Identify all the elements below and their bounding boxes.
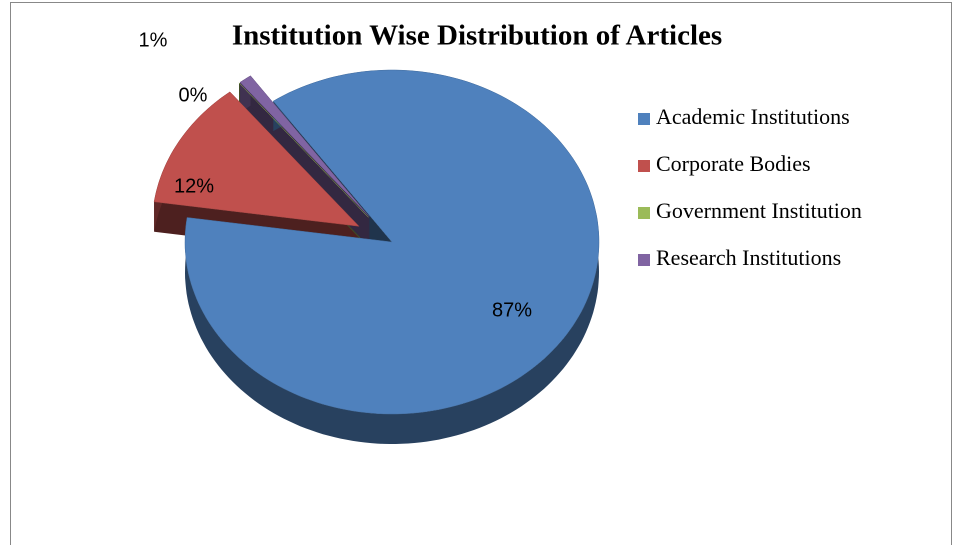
- legend-label: Research Institutions: [656, 245, 841, 270]
- slice: [239, 75, 370, 217]
- slice: [238, 82, 369, 218]
- legend-label: Academic Institutions: [656, 104, 850, 129]
- slice: [184, 69, 600, 415]
- data-label: 1%: [139, 29, 168, 51]
- legend-swatch: [638, 160, 650, 172]
- data-label: 12%: [174, 175, 214, 197]
- legend-label: Government Institution: [656, 198, 862, 223]
- data-label: 87%: [492, 299, 532, 321]
- legend-swatch: [638, 113, 650, 125]
- legend-swatch: [638, 207, 650, 219]
- legend-swatch: [638, 254, 650, 266]
- chart-title: Institution Wise Distribution of Article…: [232, 20, 722, 52]
- legend-label: Corporate Bodies: [656, 151, 811, 176]
- slice: [153, 91, 360, 227]
- data-label: 0%: [179, 84, 208, 106]
